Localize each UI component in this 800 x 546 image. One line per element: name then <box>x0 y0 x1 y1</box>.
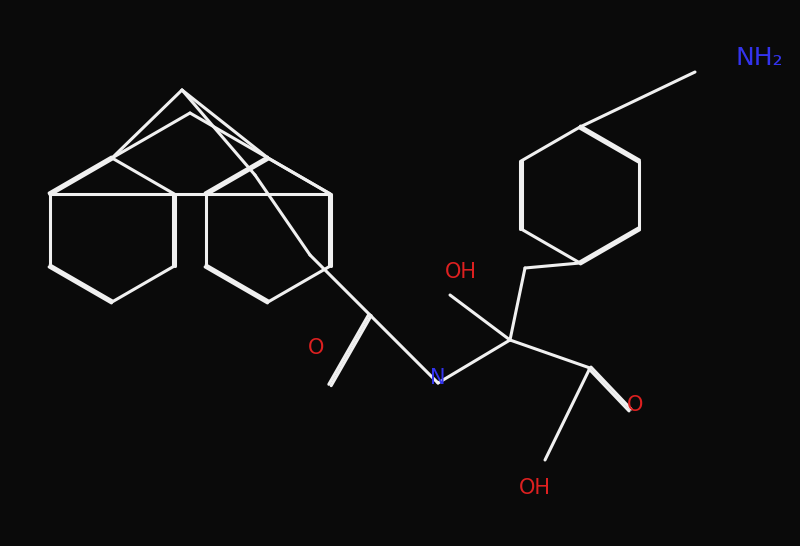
Text: N: N <box>430 368 446 388</box>
Text: NH₂: NH₂ <box>735 46 782 70</box>
Text: OH: OH <box>445 262 477 282</box>
Text: OH: OH <box>519 478 551 498</box>
Text: O: O <box>627 395 643 415</box>
Text: O: O <box>308 338 324 358</box>
